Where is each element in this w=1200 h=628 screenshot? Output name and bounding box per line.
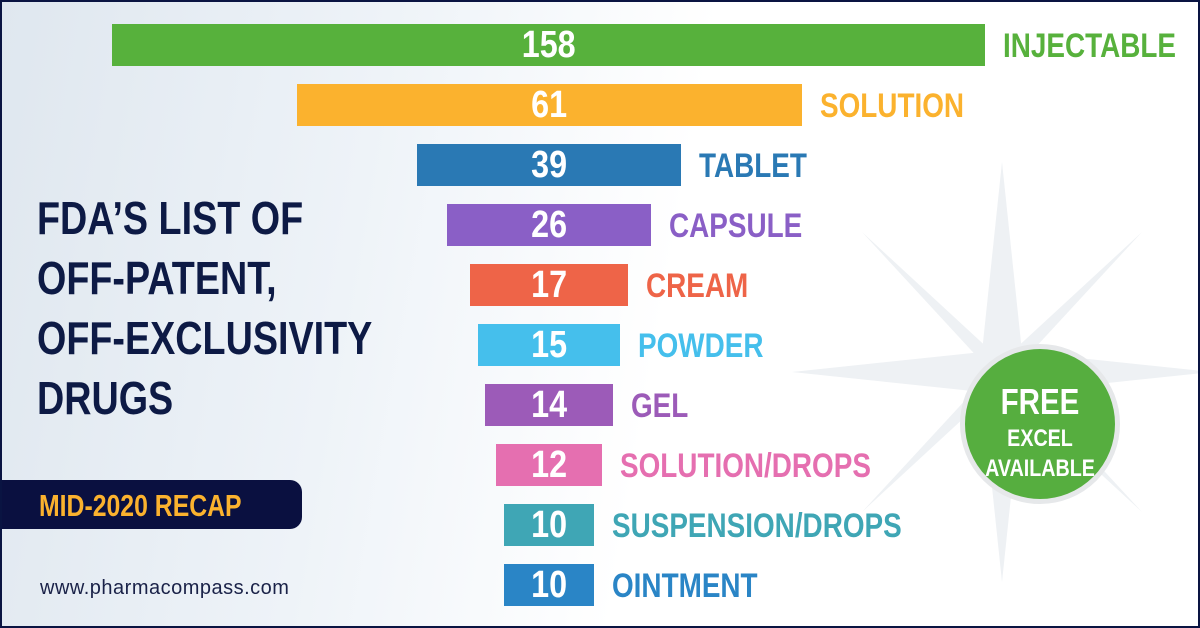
free-excel-badge[interactable]: FREE EXCEL AVAILABLE [960, 344, 1120, 504]
category-label: TABLET [699, 145, 807, 187]
title-line: OFF-PATENT, [37, 248, 372, 308]
bar-solution-drops: 12 [496, 444, 602, 486]
category-label: SOLUTION/DROPS [620, 445, 871, 487]
recap-label: MID-2020 RECAP [39, 488, 242, 524]
bar-solution: 61 [297, 84, 802, 126]
data-label: 10 [531, 504, 567, 547]
category-label: OINTMENT [612, 565, 758, 607]
title-line: FDA’S LIST OF [37, 188, 372, 248]
data-label: 14 [531, 384, 567, 427]
category-label: SOLUTION [820, 85, 964, 127]
category-label: POWDER [638, 325, 763, 367]
category-label: CREAM [646, 265, 748, 307]
data-label: 26 [531, 204, 567, 247]
data-label: 17 [531, 264, 567, 307]
data-label: 12 [531, 444, 567, 487]
website-link[interactable]: www.pharmacompass.com [40, 577, 289, 600]
bar-injectable: 158 [112, 24, 985, 66]
category-label: GEL [631, 385, 688, 427]
bar-cream: 17 [470, 264, 628, 306]
bar-tablet: 39 [417, 144, 681, 186]
bar-ointment: 10 [504, 564, 594, 606]
data-label: 15 [531, 324, 567, 367]
badge-line: AVAILABLE [979, 455, 1102, 483]
data-label: 39 [531, 144, 567, 187]
page-title: FDA’S LIST OF OFF-PATENT, OFF-EXCLUSIVIT… [37, 188, 446, 428]
badge-line: EXCEL [979, 425, 1102, 453]
bar-suspension-drops: 10 [504, 504, 594, 546]
category-label: INJECTABLE [1003, 25, 1176, 67]
bar-gel: 14 [485, 384, 613, 426]
recap-banner: MID-2020 RECAP [2, 480, 302, 529]
data-label: 61 [532, 84, 568, 127]
category-label: SUSPENSION/DROPS [612, 505, 902, 547]
data-label: 10 [531, 564, 567, 607]
data-label: 158 [522, 24, 576, 67]
badge-line: FREE [979, 381, 1102, 423]
bar-capsule: 26 [447, 204, 651, 246]
category-label: CAPSULE [669, 205, 802, 247]
title-line: DRUGS [37, 368, 372, 428]
bar-powder: 15 [478, 324, 620, 366]
title-line: OFF-EXCLUSIVITY [37, 308, 372, 368]
